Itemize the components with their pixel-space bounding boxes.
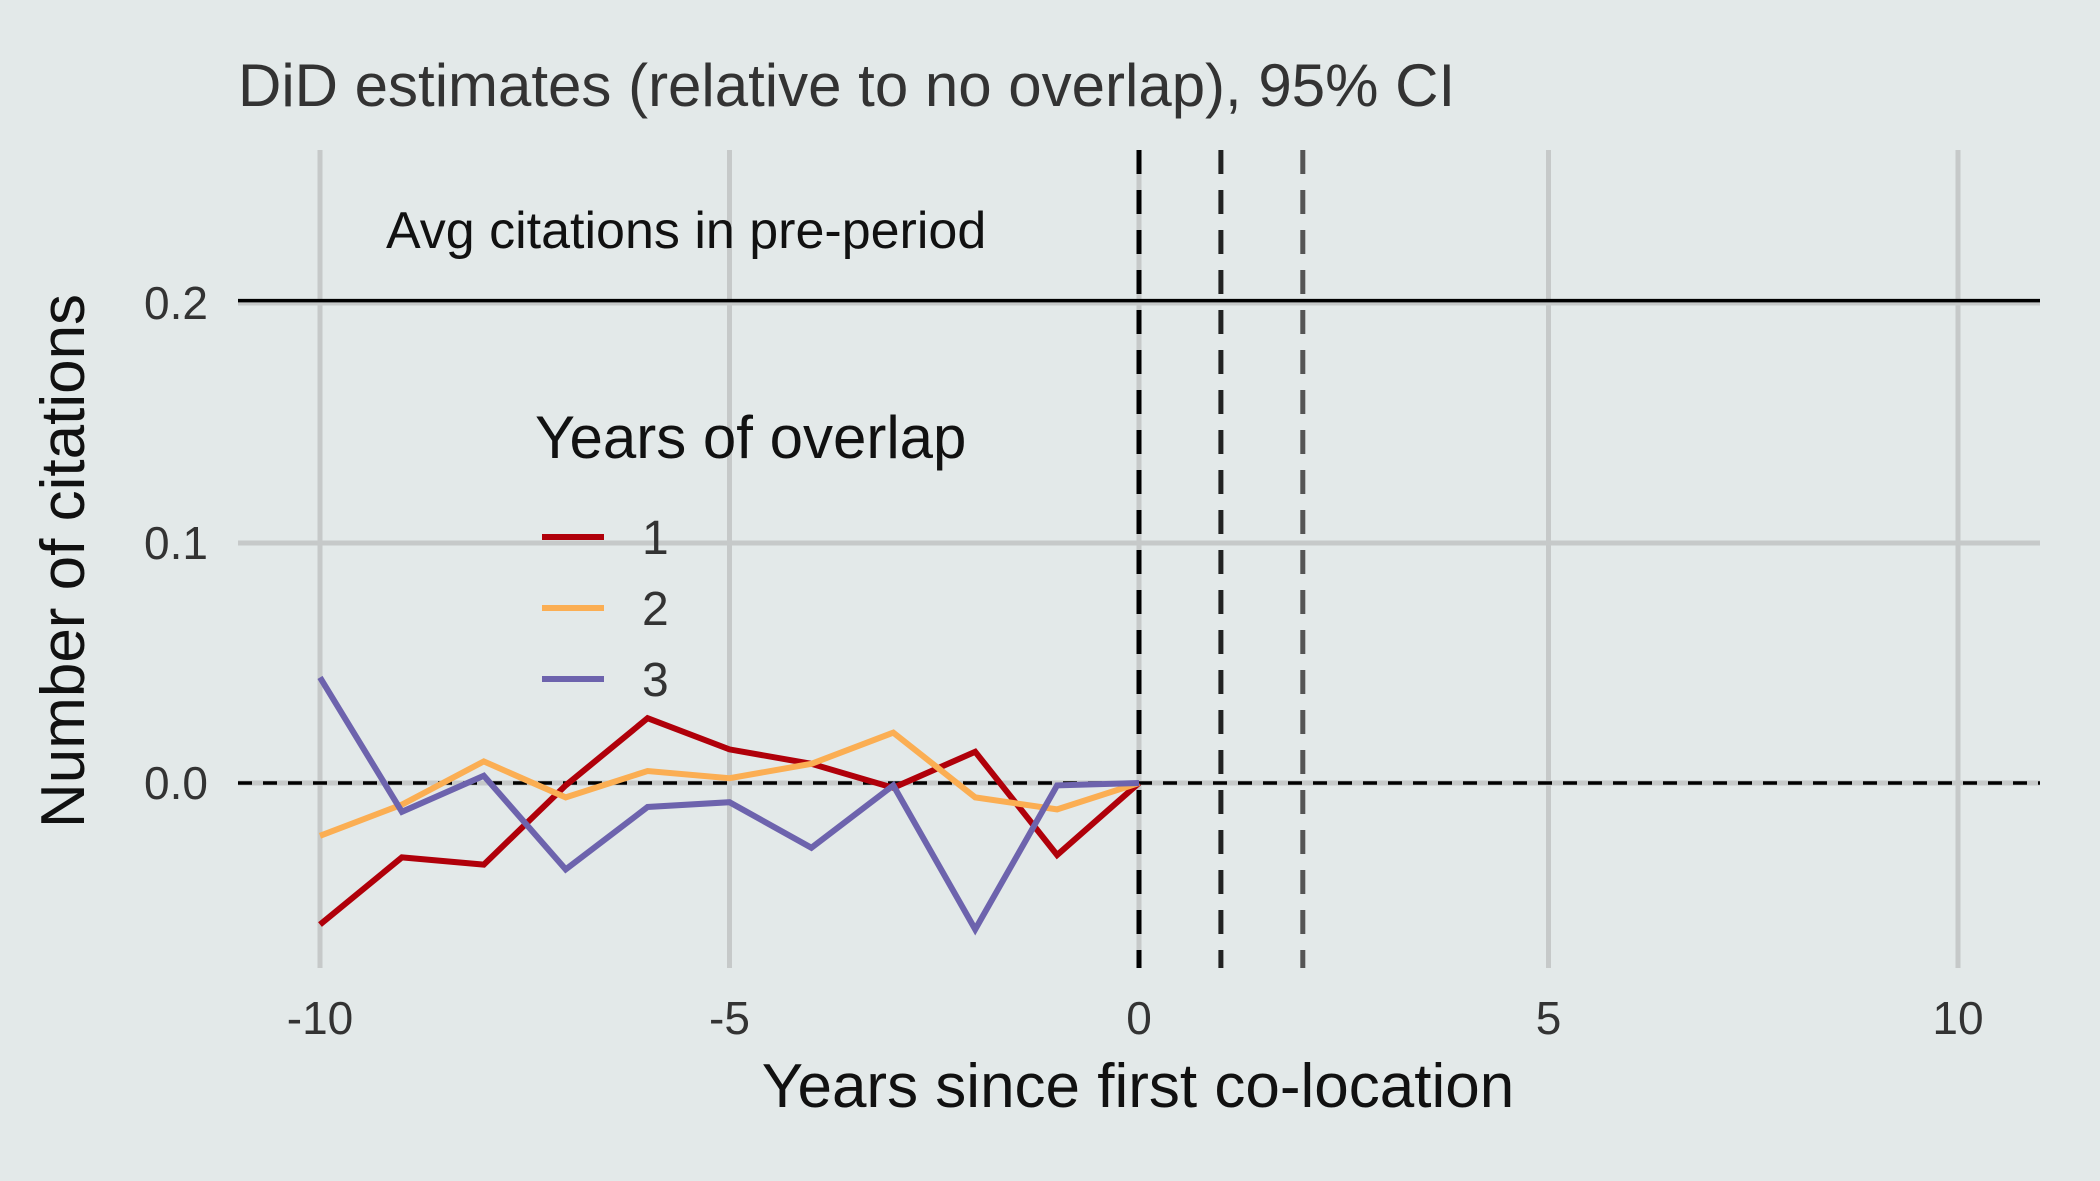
y-tick-label: 0.1 <box>144 517 208 569</box>
reference-line-label: Avg citations in pre-period <box>386 202 986 260</box>
legend-label-2: 2 <box>642 583 669 636</box>
x-tick-label: 10 <box>1932 992 1983 1044</box>
x-tick-label: -5 <box>709 992 750 1044</box>
series-lines <box>317 675 1141 936</box>
legend: Years of overlap 1 2 3 <box>535 404 966 707</box>
y-tick-label: 0.0 <box>144 757 208 809</box>
series-line-3 <box>317 675 1140 936</box>
y-tick-label: 0.2 <box>144 277 208 329</box>
chart-title: DiD estimates (relative to no overlap), … <box>238 52 1455 119</box>
axes: -10 -5 0 5 10 0.0 0.1 0.2 <box>144 277 1984 1044</box>
legend-title: Years of overlap <box>535 404 966 471</box>
x-tick-label: -10 <box>287 992 353 1044</box>
legend-label-3: 3 <box>642 654 669 707</box>
x-tick-label: 5 <box>1536 992 1562 1044</box>
y-axis-title: Number of citations <box>29 294 98 828</box>
legend-items: 1 2 3 <box>542 512 669 707</box>
legend-label-1: 1 <box>642 512 669 565</box>
series-line-1 <box>318 714 1141 927</box>
x-axis-title: Years since first co-location <box>762 1052 1514 1121</box>
reference-lines <box>238 150 2040 968</box>
series-line-2 <box>318 729 1140 839</box>
x-tick-label: 0 <box>1126 992 1152 1044</box>
